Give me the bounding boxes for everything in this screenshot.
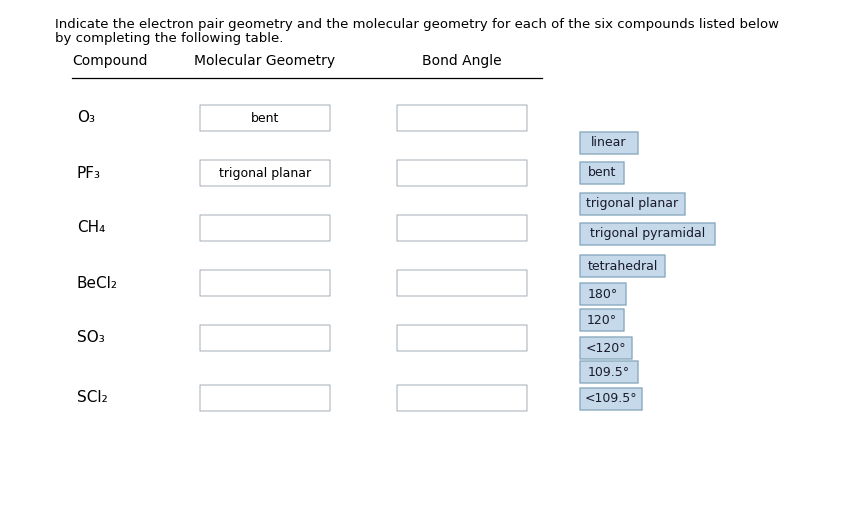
Text: 180°: 180°	[588, 287, 618, 301]
Text: Indicate the electron pair geometry and the molecular geometry for each of the s: Indicate the electron pair geometry and …	[55, 18, 779, 31]
Text: O₃: O₃	[77, 110, 95, 125]
FancyBboxPatch shape	[580, 388, 642, 410]
FancyBboxPatch shape	[397, 160, 527, 186]
FancyBboxPatch shape	[200, 105, 330, 131]
FancyBboxPatch shape	[397, 385, 527, 411]
FancyBboxPatch shape	[397, 325, 527, 351]
FancyBboxPatch shape	[580, 309, 624, 331]
FancyBboxPatch shape	[580, 283, 626, 305]
Text: trigonal planar: trigonal planar	[586, 198, 678, 210]
Text: CH₄: CH₄	[77, 220, 105, 236]
Text: linear: linear	[591, 136, 627, 150]
Text: bent: bent	[250, 112, 279, 124]
Text: BeCl₂: BeCl₂	[77, 276, 118, 290]
Text: SCl₂: SCl₂	[77, 390, 107, 406]
Text: <120°: <120°	[585, 341, 626, 355]
Text: 120°: 120°	[587, 313, 617, 327]
Text: Bond Angle: Bond Angle	[422, 54, 502, 68]
Text: by completing the following table.: by completing the following table.	[55, 32, 283, 45]
FancyBboxPatch shape	[200, 160, 330, 186]
FancyBboxPatch shape	[200, 270, 330, 296]
FancyBboxPatch shape	[397, 105, 527, 131]
Text: Molecular Geometry: Molecular Geometry	[195, 54, 336, 68]
FancyBboxPatch shape	[580, 255, 665, 277]
Text: SO₃: SO₃	[77, 330, 105, 346]
FancyBboxPatch shape	[200, 215, 330, 241]
FancyBboxPatch shape	[580, 361, 638, 383]
Text: bent: bent	[588, 167, 616, 179]
FancyBboxPatch shape	[580, 193, 685, 215]
Text: PF₃: PF₃	[77, 166, 101, 181]
Text: trigonal pyramidal: trigonal pyramidal	[590, 227, 705, 241]
FancyBboxPatch shape	[200, 325, 330, 351]
Text: 109.5°: 109.5°	[588, 365, 630, 379]
FancyBboxPatch shape	[580, 337, 632, 359]
FancyBboxPatch shape	[580, 223, 715, 245]
FancyBboxPatch shape	[397, 270, 527, 296]
Text: trigonal planar: trigonal planar	[219, 167, 311, 179]
FancyBboxPatch shape	[580, 162, 624, 184]
FancyBboxPatch shape	[397, 215, 527, 241]
FancyBboxPatch shape	[200, 385, 330, 411]
FancyBboxPatch shape	[580, 132, 638, 154]
Text: <109.5°: <109.5°	[585, 392, 637, 406]
Text: Compound: Compound	[72, 54, 147, 68]
Text: tetrahedral: tetrahedral	[587, 260, 657, 272]
